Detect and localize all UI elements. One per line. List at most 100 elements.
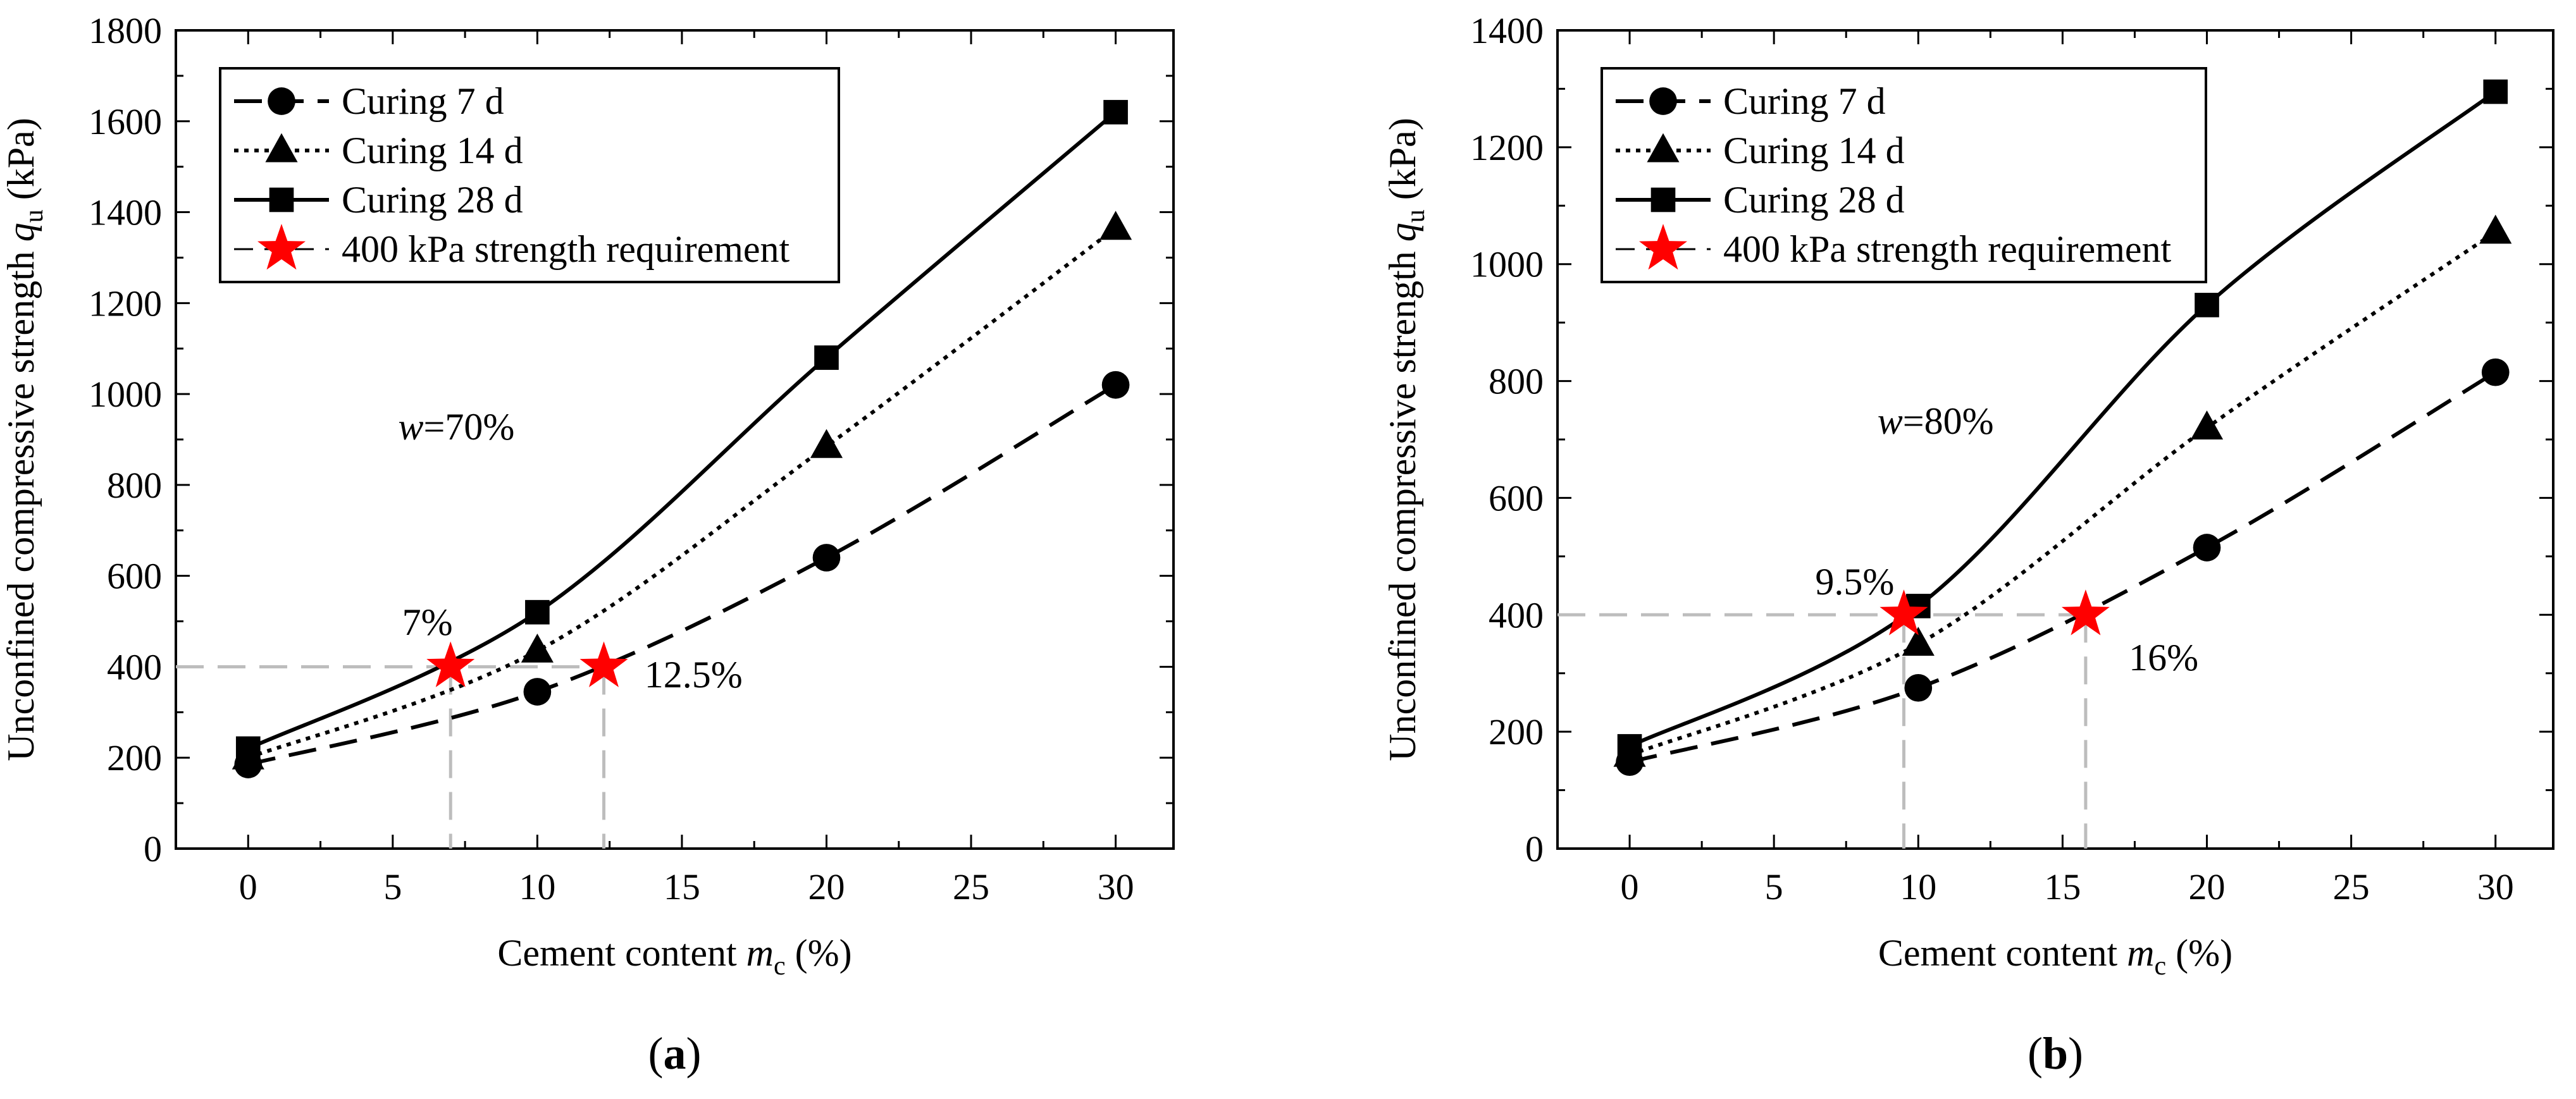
y-axis-title: Unconfined compressive strength qu (kPa) <box>1382 118 1430 761</box>
y-tick-label: 1400 <box>1470 10 1544 51</box>
x-axis-title-sub: c <box>774 952 786 981</box>
x-axis-title-text: Cement content <box>497 932 746 974</box>
legend-label: Curing 14 d <box>342 130 523 171</box>
panel-label-letter: b <box>2043 1028 2068 1079</box>
series-line-curing-14d <box>247 226 1117 760</box>
legend: Curing 7 d Curing 14 d Curing 28 d 400 kPa … <box>219 67 840 283</box>
legend-marker-circle <box>268 87 295 115</box>
data-point-square <box>1617 734 1642 759</box>
y-tick-label: 0 <box>144 828 162 869</box>
x-axis-title-unit: (%) <box>2166 932 2232 974</box>
panel-label-close: ) <box>686 1028 702 1079</box>
y-tick-label: 1000 <box>1470 244 1544 285</box>
legend-label: 400 kPa strength requirement <box>342 228 790 270</box>
requirement-star-marker <box>1879 589 1928 635</box>
y-axis-title: Unconfined compressive strength qu (kPa) <box>0 118 49 761</box>
y-axis-title-var: q <box>1382 223 1423 242</box>
data-point-circle <box>1904 673 1933 702</box>
moisture-content-label: w=80% <box>1878 400 1994 442</box>
x-tick-label: 5 <box>1765 866 1783 907</box>
legend-star-icon <box>257 224 306 270</box>
y-tick-label: 1800 <box>89 10 162 51</box>
y-axis-title-unit: (kPa) <box>1382 118 1423 209</box>
x-axis-title-var: m <box>746 932 774 974</box>
y-axis-title-var: q <box>0 223 42 242</box>
y-tick-label: 1400 <box>89 192 162 233</box>
y-axis-title-sub: u <box>20 209 49 223</box>
legend-marker-square <box>1650 187 1676 212</box>
requirement-point-label: 12.5% <box>645 654 743 696</box>
panel-label-letter: a <box>664 1028 686 1079</box>
y-axis-title-text: Unconfined compressive strength <box>0 242 42 761</box>
legend-box <box>1601 67 2207 283</box>
x-tick-label: 0 <box>1621 866 1639 907</box>
requirement-star-marker <box>579 641 628 687</box>
chart-panel-b: 0 5 10 15 20 25 30 0 200 400 600 800 1000 1200 1400 Cem… <box>1382 10 2554 1079</box>
data-point-square <box>235 736 261 761</box>
x-tick-label: 0 <box>239 866 257 907</box>
series-line-curing-28d <box>1628 90 2497 748</box>
moisture-var: w <box>398 406 423 448</box>
panel-label-open: ( <box>2028 1028 2043 1079</box>
y-tick-label: 400 <box>107 646 162 687</box>
y-tick-label: 400 <box>1489 594 1544 635</box>
x-tick-label: 30 <box>2477 866 2514 907</box>
y-tick-label: 200 <box>1489 711 1544 752</box>
moisture-value: =80% <box>1903 400 1994 442</box>
data-point-square <box>1103 100 1128 125</box>
legend-marker-circle <box>1649 87 1677 115</box>
x-axis-title-unit: (%) <box>786 932 852 974</box>
data-point-circle <box>523 678 552 706</box>
legend-marker-triangle <box>265 133 298 163</box>
legend-marker-triangle <box>1647 133 1680 163</box>
data-point-triangle <box>521 633 554 663</box>
x-axis-title: Cement content mc (%) <box>1878 932 2232 981</box>
series-line-curing-28d <box>247 111 1117 751</box>
panel-label: (b) <box>2028 1028 2083 1079</box>
x-tick-label: 25 <box>2333 866 2370 907</box>
data-point-triangle <box>1099 211 1132 240</box>
requirement-point-label: 9.5% <box>1815 561 1894 603</box>
x-tick-label: 30 <box>1098 866 1134 907</box>
data-point-circle <box>812 544 841 572</box>
y-axis-title-text: Unconfined compressive strength <box>1382 242 1423 761</box>
x-tick-label: 5 <box>383 866 402 907</box>
data-point-triangle <box>810 429 843 458</box>
data-point-triangle <box>2479 214 2512 244</box>
series-line-curing-7d <box>1629 371 2497 764</box>
legend-label: 400 kPa strength requirement <box>1723 228 2171 270</box>
x-axis-title: Cement content mc (%) <box>497 932 851 981</box>
data-point-square <box>814 345 839 370</box>
moisture-content-label: w=70% <box>398 406 514 448</box>
data-point-triangle <box>2190 410 2224 440</box>
panel-label-open: ( <box>648 1028 664 1079</box>
y-tick-label: 200 <box>107 737 162 778</box>
legend-box <box>219 67 840 283</box>
requirement-star-marker <box>2061 589 2110 635</box>
x-tick-label: 10 <box>519 866 555 907</box>
legend-marker-square <box>269 187 294 212</box>
y-tick-label: 0 <box>1525 828 1544 869</box>
data-point-square <box>2195 293 2219 317</box>
y-tick-label: 600 <box>107 556 162 597</box>
x-tick-label: 10 <box>1900 866 1936 907</box>
data-point-square <box>525 599 550 625</box>
y-tick-label: 1600 <box>89 101 162 142</box>
series-line-curing-14d <box>1628 230 2497 757</box>
moisture-value: =70% <box>423 406 514 448</box>
y-axis-title-sub: u <box>1401 209 1430 223</box>
y-tick-label: 800 <box>107 465 162 506</box>
legend-label: Curing 28 d <box>342 179 523 221</box>
panel-label: (a) <box>648 1028 702 1079</box>
data-point-circle <box>2193 534 2221 562</box>
x-axis-title-sub: c <box>2154 952 2166 981</box>
legend-star-icon <box>1639 224 1687 270</box>
legend: Curing 7 d Curing 14 d Curing 28 d 400 kPa … <box>1601 67 2207 283</box>
y-tick-label: 1000 <box>89 374 162 415</box>
x-tick-label: 15 <box>664 866 700 907</box>
y-tick-label: 1200 <box>1470 127 1544 168</box>
legend-label: Curing 7 d <box>342 80 504 122</box>
legend-label: Curing 7 d <box>1723 80 1886 122</box>
